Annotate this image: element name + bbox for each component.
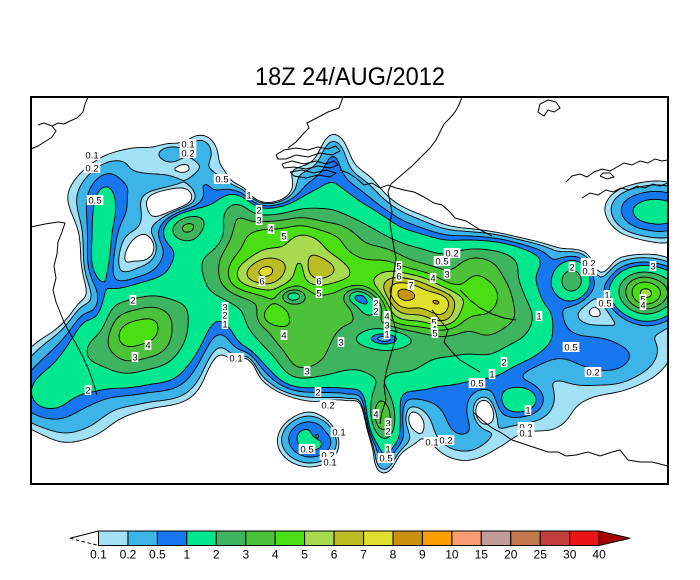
svg-text:2: 2: [315, 388, 320, 399]
svg-text:5: 5: [396, 262, 401, 273]
svg-text:0.5: 0.5: [379, 454, 392, 465]
svg-text:5: 5: [301, 548, 308, 562]
svg-text:6: 6: [396, 272, 401, 283]
svg-text:5: 5: [431, 318, 436, 329]
svg-text:0.5: 0.5: [435, 257, 448, 268]
svg-text:4: 4: [384, 312, 389, 323]
svg-text:0.1: 0.1: [85, 151, 98, 162]
svg-text:0.1: 0.1: [229, 354, 242, 365]
svg-text:6: 6: [316, 277, 321, 288]
svg-text:3: 3: [650, 262, 655, 273]
svg-text:3: 3: [444, 270, 449, 281]
svg-text:0.1: 0.1: [332, 428, 345, 439]
svg-text:0.5: 0.5: [88, 196, 101, 207]
svg-text:1: 1: [183, 548, 190, 562]
svg-text:3: 3: [338, 338, 343, 349]
svg-text:2: 2: [501, 358, 506, 369]
svg-text:0.1: 0.1: [323, 458, 336, 469]
svg-text:6: 6: [331, 548, 338, 562]
svg-text:7: 7: [408, 281, 413, 292]
svg-text:8: 8: [390, 548, 397, 562]
svg-text:3: 3: [132, 353, 137, 364]
svg-text:0.5: 0.5: [598, 299, 611, 310]
svg-text:0.2: 0.2: [439, 436, 452, 447]
svg-text:0.5: 0.5: [215, 175, 228, 186]
svg-text:0.1: 0.1: [425, 438, 438, 449]
svg-text:2: 2: [222, 311, 227, 322]
svg-text:2: 2: [373, 307, 378, 318]
svg-text:5: 5: [432, 329, 437, 340]
svg-text:3: 3: [304, 367, 309, 378]
svg-text:4: 4: [272, 548, 279, 562]
svg-text:7: 7: [360, 548, 367, 562]
svg-text:4: 4: [268, 225, 273, 236]
svg-text:2: 2: [130, 296, 135, 307]
svg-text:0.2: 0.2: [181, 149, 194, 160]
svg-text:0.1: 0.1: [519, 429, 532, 440]
svg-text:2: 2: [256, 206, 261, 217]
svg-text:1: 1: [246, 191, 251, 202]
svg-text:2: 2: [213, 548, 220, 562]
svg-text:30: 30: [563, 548, 577, 562]
svg-text:1: 1: [384, 330, 389, 341]
svg-text:0.2: 0.2: [582, 259, 595, 270]
svg-text:4: 4: [640, 301, 645, 312]
svg-text:1: 1: [536, 312, 541, 323]
svg-text:0.5: 0.5: [300, 445, 313, 456]
svg-text:0.2: 0.2: [85, 164, 98, 175]
svg-text:4: 4: [145, 341, 150, 352]
svg-text:20: 20: [504, 548, 518, 562]
svg-text:40: 40: [592, 548, 606, 562]
svg-text:3: 3: [242, 548, 249, 562]
svg-text:18Z 24/AUG/2012: 18Z 24/AUG/2012: [255, 63, 445, 91]
svg-text:4: 4: [281, 331, 286, 342]
svg-text:0.2: 0.2: [321, 401, 334, 412]
svg-text:0.2: 0.2: [120, 548, 137, 562]
svg-text:0.5: 0.5: [149, 548, 166, 562]
svg-text:1: 1: [604, 291, 609, 302]
svg-text:2: 2: [385, 427, 390, 438]
svg-text:3: 3: [385, 419, 390, 430]
svg-text:0.1: 0.1: [582, 267, 595, 278]
svg-text:25: 25: [534, 548, 548, 562]
svg-text:0.1: 0.1: [181, 140, 194, 151]
svg-text:2: 2: [85, 386, 90, 397]
svg-text:9: 9: [419, 548, 426, 562]
svg-text:0.5: 0.5: [470, 379, 483, 390]
svg-text:4: 4: [430, 274, 435, 285]
svg-text:0.1: 0.1: [90, 548, 107, 562]
svg-text:2: 2: [569, 263, 574, 274]
svg-text:15: 15: [475, 548, 489, 562]
svg-text:3: 3: [384, 321, 389, 332]
svg-text:5: 5: [281, 232, 286, 243]
svg-text:4: 4: [373, 410, 378, 421]
svg-text:2: 2: [373, 299, 378, 310]
svg-text:1: 1: [489, 370, 494, 381]
svg-text:5: 5: [316, 289, 321, 300]
svg-text:1: 1: [525, 406, 530, 417]
svg-text:6: 6: [259, 277, 264, 288]
svg-text:0.2: 0.2: [321, 451, 334, 462]
svg-text:1: 1: [385, 445, 390, 456]
svg-text:0.2: 0.2: [445, 249, 458, 260]
svg-text:3: 3: [256, 216, 261, 227]
svg-text:0.2: 0.2: [586, 368, 599, 379]
svg-text:3: 3: [222, 303, 227, 314]
svg-text:0.5: 0.5: [564, 343, 577, 354]
svg-text:1: 1: [222, 320, 227, 331]
svg-text:10: 10: [445, 548, 459, 562]
